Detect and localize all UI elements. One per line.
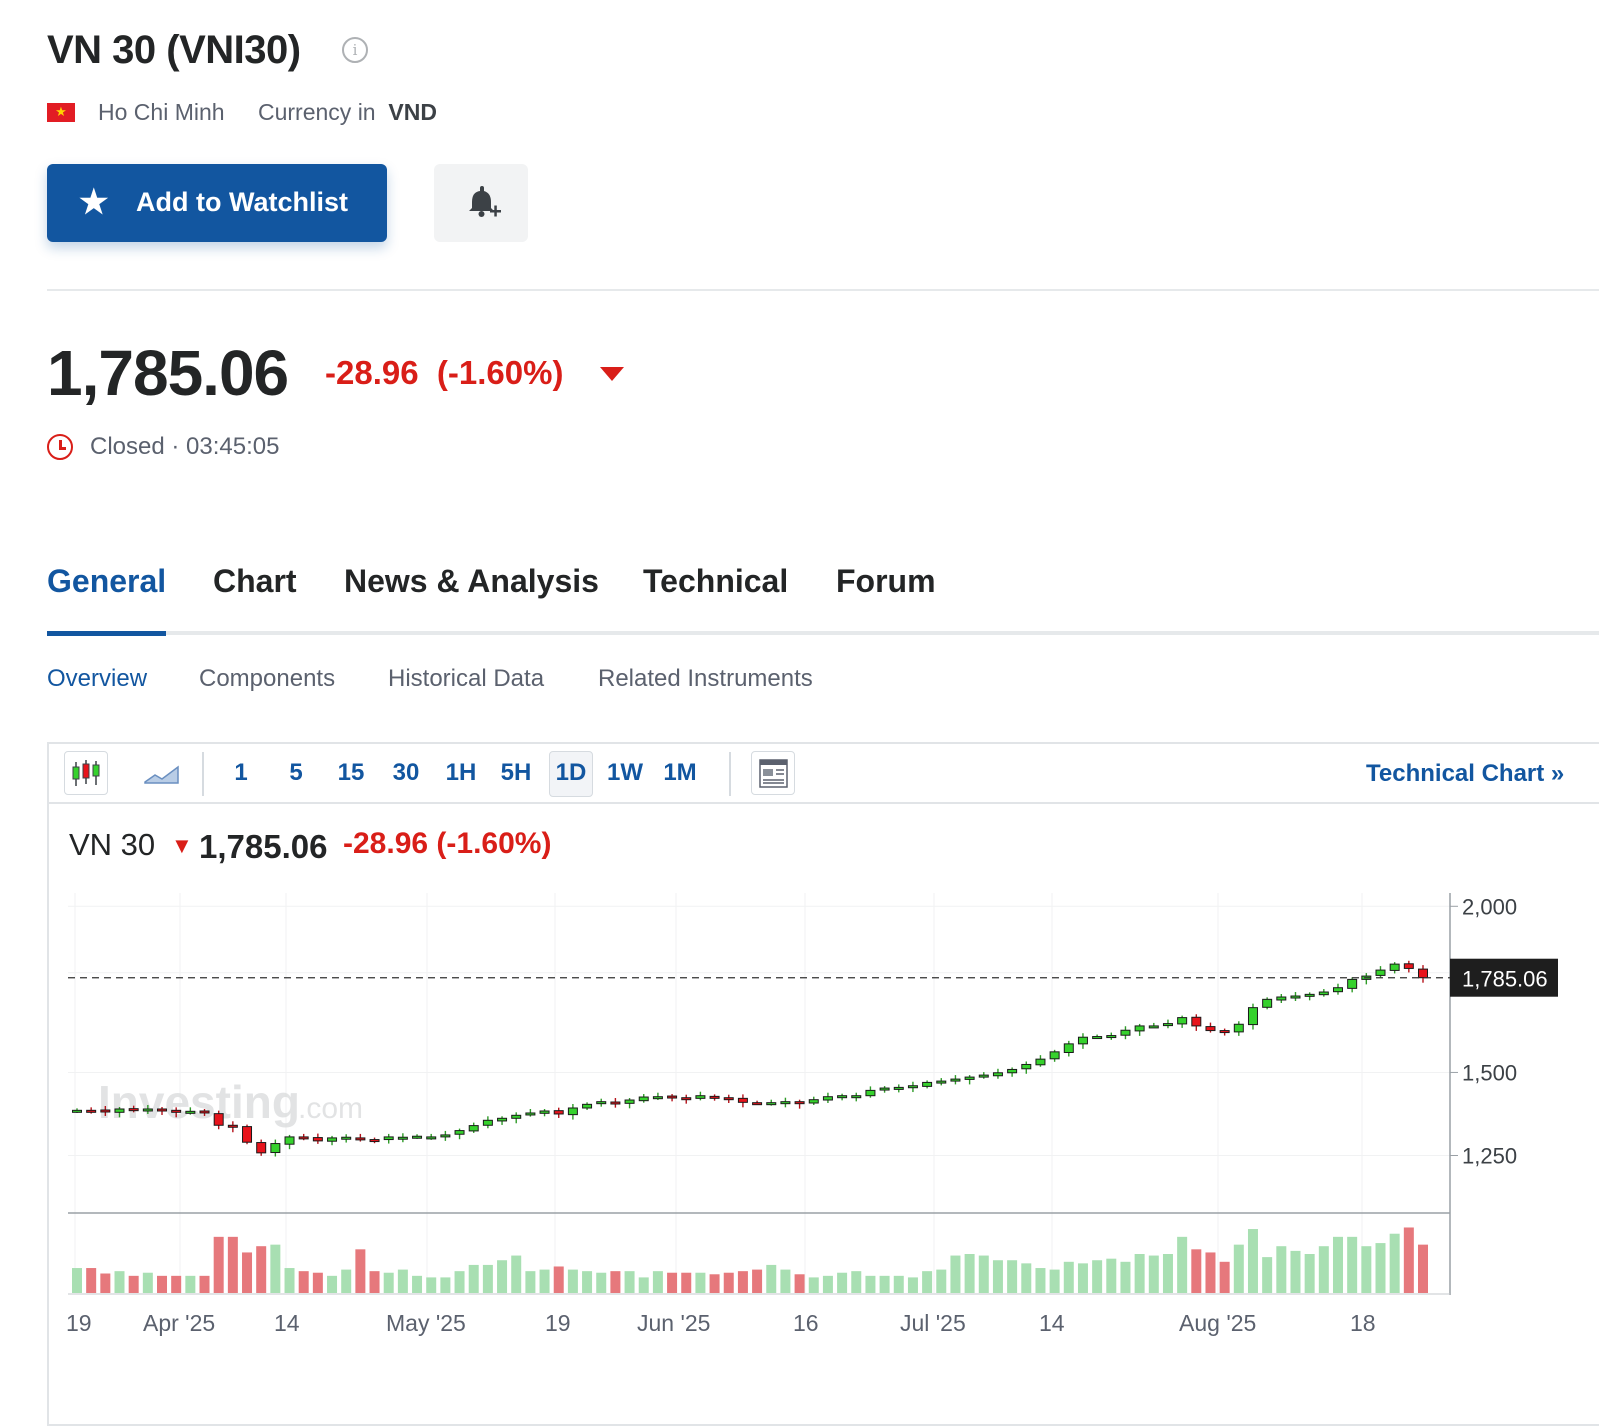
interval-1m[interactable]: 1M — [663, 759, 697, 786]
last-price: 1,785.06 — [47, 337, 289, 409]
toolbar-separator — [202, 752, 204, 796]
interval-30[interactable]: 30 — [392, 759, 420, 786]
interval-15[interactable]: 15 — [337, 759, 365, 786]
chart-down-arrow-icon: ▼ — [171, 833, 193, 858]
subtab-historical-data[interactable]: Historical Data — [388, 665, 545, 692]
subtab-related-instruments[interactable]: Related Instruments — [598, 665, 813, 692]
exchange-name: Ho Chi Minh — [98, 99, 225, 125]
area-type-button[interactable] — [140, 751, 184, 795]
area-chart-icon — [144, 765, 179, 784]
star-icon: ★ — [79, 183, 109, 220]
market-status: Closed · 03:45:05 — [90, 433, 280, 460]
interval-1d[interactable]: 1D — [549, 751, 593, 797]
subtab-overview[interactable]: Overview — [47, 665, 148, 692]
tab-news-analysis[interactable]: News & Analysis — [344, 563, 599, 599]
watchlist-label: Add to Watchlist — [136, 187, 348, 217]
currency-label: Currency in — [258, 99, 376, 125]
clock-icon — [47, 434, 73, 460]
currency-info: Currency in VND — [258, 99, 437, 126]
change-value: -28.96 — [325, 354, 419, 391]
tab-general[interactable]: General — [47, 563, 167, 599]
interval-1h[interactable]: 1H — [445, 759, 477, 786]
vietnam-flag-icon: ★ — [47, 103, 75, 122]
info-icon[interactable]: i — [342, 37, 368, 63]
bell-plus-icon — [469, 186, 501, 217]
tab-forum[interactable]: Forum — [836, 563, 936, 599]
add-to-watchlist-button[interactable]: ★ Add to Watchlist — [47, 164, 387, 242]
interval-1w[interactable]: 1W — [607, 759, 643, 786]
instrument-title: VN 30 (VNI30) — [47, 28, 301, 72]
chart-last-price: 1,785.06 — [199, 828, 328, 865]
create-alert-button[interactable] — [434, 164, 528, 242]
tab-chart[interactable]: Chart — [213, 563, 297, 599]
toolbar-separator — [729, 752, 731, 796]
news-layout-icon — [751, 751, 795, 795]
tab-technical[interactable]: Technical — [643, 563, 789, 599]
chart-instrument-name: VN 30 — [69, 827, 156, 862]
active-tab-indicator — [47, 631, 166, 636]
header-divider — [47, 289, 1599, 291]
price-change: -28.96 (-1.60%) — [325, 354, 563, 392]
chart-price-change: -28.96 (-1.60%) — [343, 827, 551, 861]
candlestick-type-button[interactable] — [64, 751, 108, 795]
currency-code: VND — [388, 99, 437, 125]
down-arrow-icon — [600, 367, 624, 381]
interval-1[interactable]: 1 — [234, 759, 248, 786]
technical-chart-link[interactable]: Technical Chart » — [1366, 760, 1565, 787]
chart-change-value: -28.96 — [343, 827, 429, 860]
interval-5[interactable]: 5 — [289, 759, 303, 786]
chart-layout-button[interactable] — [751, 751, 795, 795]
subtab-components[interactable]: Components — [199, 665, 336, 692]
chart-toolbar-divider — [47, 802, 1599, 804]
tabs-divider — [47, 631, 1599, 635]
interval-5h[interactable]: 5H — [500, 759, 532, 786]
chart-change-percent: (-1.60%) — [436, 827, 552, 860]
candlestick-chart-icon — [64, 751, 108, 795]
change-percent: (-1.60%) — [436, 354, 564, 391]
